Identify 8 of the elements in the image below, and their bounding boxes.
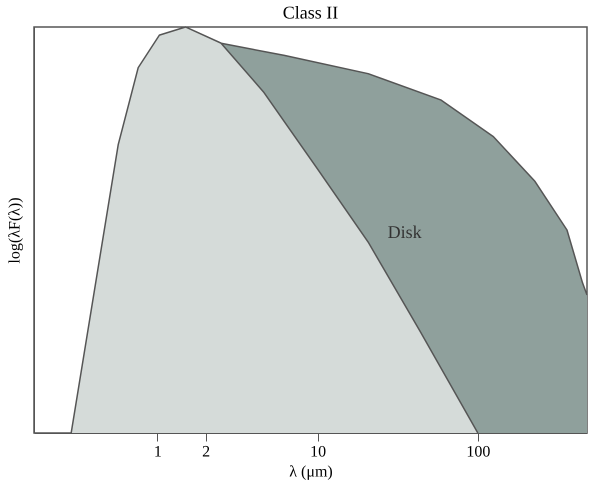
x-tick-label: 10	[310, 444, 326, 460]
x-axis-title: λ (μm)	[289, 464, 333, 480]
x-tick-label: 100	[466, 444, 490, 460]
chart-title: Class II	[282, 2, 338, 22]
x-tick-label: 1	[154, 444, 162, 460]
x-tick-label: 2	[202, 444, 210, 460]
series-label: Disk	[388, 222, 422, 242]
y-axis-title: log(λF(λ))	[6, 197, 24, 264]
